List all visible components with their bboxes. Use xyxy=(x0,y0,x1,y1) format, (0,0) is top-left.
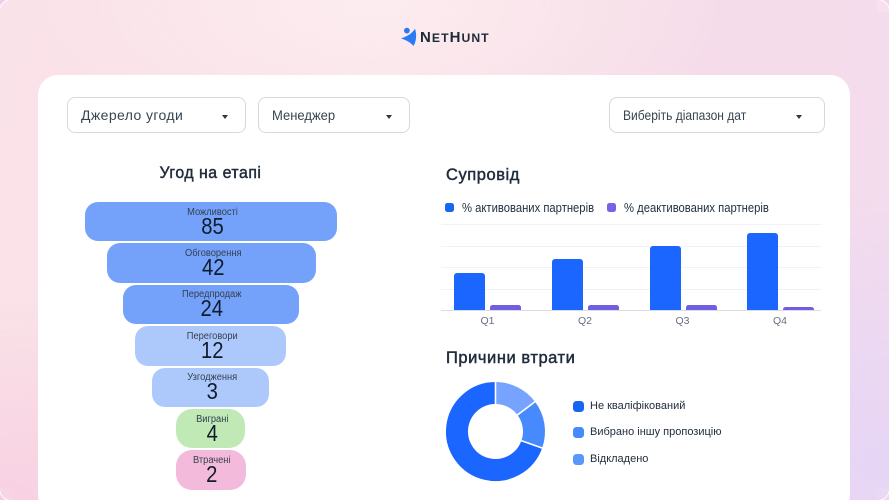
svg-text:NETHUNT: NETHUNT xyxy=(420,29,490,46)
